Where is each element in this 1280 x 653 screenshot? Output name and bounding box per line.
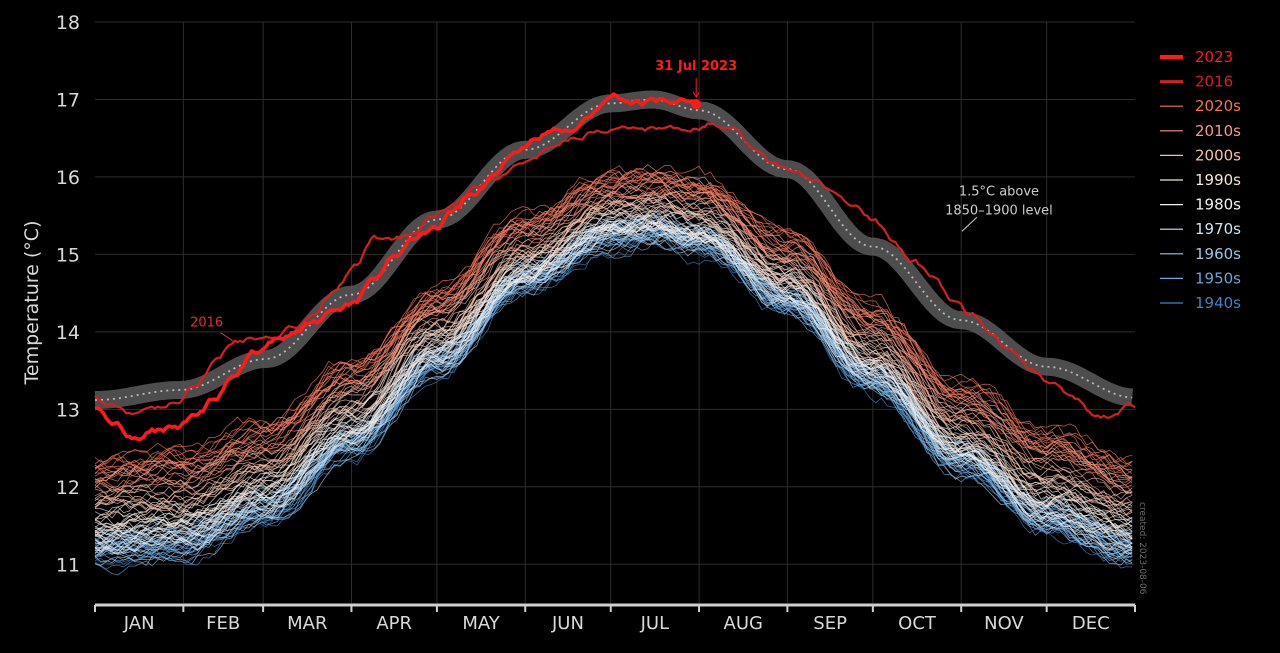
decade-line — [94, 232, 1133, 562]
legend-label-2000s: 2000s — [1195, 146, 1241, 164]
decade-line — [94, 202, 1133, 508]
legend-label-2016: 2016 — [1195, 73, 1233, 91]
decade-line — [94, 228, 1133, 570]
month-label-sep: SEP — [813, 613, 847, 634]
decade-line — [94, 170, 1133, 482]
month-label-dec: DEC — [1072, 613, 1110, 634]
decade-line — [94, 228, 1133, 555]
decade-line — [94, 184, 1133, 505]
decade-line — [94, 165, 1133, 470]
legend-label-1970s: 1970s — [1195, 220, 1241, 238]
decade-line — [94, 221, 1133, 554]
decade-line — [94, 232, 1133, 566]
month-label-jun: JUN — [551, 613, 584, 634]
legend-label-1980s: 1980s — [1195, 196, 1241, 214]
decade-line — [94, 233, 1133, 564]
decade-line — [94, 214, 1133, 537]
annotation-peak-arrowhead — [692, 91, 700, 99]
y-tick-label: 17 — [56, 89, 80, 111]
decade-line — [94, 197, 1133, 516]
decade-line — [94, 212, 1133, 540]
decade-line — [94, 222, 1133, 540]
annotation-2016: 2016 — [190, 316, 223, 331]
decade-line — [94, 172, 1133, 478]
legend-label-1940s: 1940s — [1195, 294, 1241, 312]
month-label-aug: AUG — [724, 613, 763, 634]
series-2016 — [94, 122, 1136, 419]
decade-line — [94, 210, 1133, 534]
month-label-may: MAY — [462, 613, 500, 634]
decade-line — [94, 171, 1133, 467]
annotation-1.5c-line: 1850–1900 level — [945, 203, 1053, 218]
annotation-peak-date: 31 Jul 2023 — [655, 59, 737, 74]
decade-line — [94, 237, 1133, 566]
decade-line — [94, 218, 1133, 545]
decade-line — [94, 191, 1133, 503]
y-tick-label: 12 — [56, 477, 80, 499]
y-tick-label: 18 — [56, 12, 80, 34]
annotation-1.5c-line: 1.5°C above — [959, 184, 1039, 199]
y-tick-label: 11 — [56, 554, 80, 576]
month-label-apr: APR — [376, 613, 412, 634]
decade-line — [94, 221, 1133, 538]
annotation-2016-arrow — [220, 332, 233, 342]
month-label-feb: FEB — [206, 613, 240, 634]
band-1.5c-centerline — [94, 98, 1133, 401]
decade-line — [94, 229, 1133, 576]
decade-line — [94, 219, 1133, 535]
month-label-nov: NOV — [984, 613, 1024, 634]
decade-line — [94, 203, 1133, 530]
legend-label-1950s: 1950s — [1195, 269, 1241, 287]
month-label-mar: MAR — [287, 613, 327, 634]
decade-1990s — [94, 195, 1133, 539]
decade-2020s — [94, 164, 1133, 492]
decade-line — [94, 213, 1133, 549]
decade-line — [94, 199, 1133, 516]
decade-lines — [94, 164, 1133, 576]
decade-line — [94, 170, 1133, 474]
decade-line — [94, 174, 1133, 475]
y-tick-label: 15 — [56, 244, 80, 266]
legend-label-1960s: 1960s — [1195, 245, 1241, 263]
month-label-jan: JAN — [123, 613, 155, 634]
y-tick-label: 16 — [56, 167, 80, 189]
legend-label-2020s: 2020s — [1195, 97, 1241, 115]
y-tick-label: 13 — [56, 399, 80, 421]
decade-1980s — [94, 206, 1133, 556]
annotation-1.5c-arrow — [961, 216, 978, 232]
decade-line — [94, 222, 1133, 560]
decade-line — [94, 189, 1133, 505]
month-label-jul: JUL — [640, 613, 670, 634]
y-axis-label: Temperature (°C) — [21, 221, 43, 386]
decade-line — [94, 214, 1133, 529]
legend-label-2010s: 2010s — [1195, 122, 1241, 140]
decade-line — [94, 208, 1133, 529]
decade-line — [94, 206, 1133, 547]
decade-line — [94, 225, 1133, 559]
decade-2000s — [94, 189, 1133, 520]
legend: 2023 2016 2020s 2010s 2000s 1990s 1980s 1970s 19… — [1160, 48, 1241, 312]
decade-line — [94, 215, 1133, 545]
decade-line — [94, 220, 1133, 553]
decade-line — [94, 184, 1133, 492]
month-label-oct: OCT — [898, 613, 937, 634]
series-2023 — [94, 92, 698, 441]
series-2023-endpoint — [691, 99, 702, 110]
decade-line — [94, 217, 1133, 561]
decade-line — [94, 189, 1133, 494]
decade-line — [94, 186, 1133, 501]
y-tick-label: 14 — [56, 322, 80, 344]
legend-label-1990s: 1990s — [1195, 171, 1241, 189]
legend-label-2023: 2023 — [1195, 48, 1233, 66]
created-note: created: 2023-08-06 — [1137, 502, 1147, 595]
